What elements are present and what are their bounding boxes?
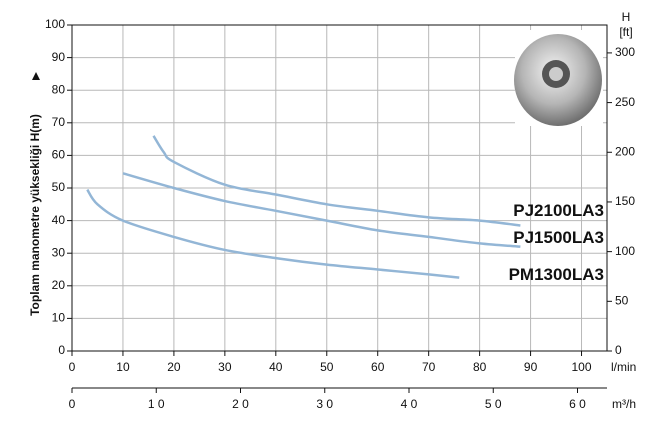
y2-tick-label: 50 (615, 293, 629, 307)
y2-axis-label: H (622, 10, 631, 24)
x-tick-label: 60 (371, 360, 385, 374)
y2-tick-label: 0 (615, 343, 622, 357)
x2-tick-label: 4 0 (401, 397, 418, 411)
y-tick-label: 20 (52, 278, 66, 292)
x2-tick-label: 5 0 (485, 397, 502, 411)
y-tick-label: 40 (52, 213, 66, 227)
x-axis-label: l/min (611, 360, 636, 374)
x-tick-label: 100 (572, 360, 592, 374)
x2-tick-label: 1 0 (148, 397, 165, 411)
x2-tick-label: 2 0 (232, 397, 249, 411)
x2-tick-label: 0 (69, 397, 76, 411)
x-tick-label: 70 (422, 360, 436, 374)
x-tick-label: 40 (269, 360, 283, 374)
y-tick-label: 50 (52, 180, 66, 194)
y2-tick-label: 200 (615, 144, 635, 158)
y-tick-label: 80 (52, 82, 66, 96)
y-tick-label: 90 (52, 50, 66, 64)
x-tick-label: 20 (167, 360, 181, 374)
y-tick-label: 60 (52, 148, 66, 162)
x-tick-label: 30 (218, 360, 232, 374)
series-label: PM1300LA3 (509, 265, 604, 284)
x-tick-label: 0 (69, 360, 76, 374)
y-tick-label: 70 (52, 115, 66, 129)
y2-axis-unit: [ft] (619, 25, 632, 39)
x2-tick-label: 3 0 (316, 397, 333, 411)
y-tick-label: 0 (58, 343, 65, 357)
y2-tick-label: 100 (615, 244, 635, 258)
x-tick-label: 10 (116, 360, 130, 374)
y2-tick-label: 300 (615, 45, 635, 59)
series-label: PJ2100LA3 (513, 201, 604, 220)
y-axis-label: Toplam manometre yüksekliği H(m) (28, 114, 42, 316)
impeller-photo (514, 30, 603, 126)
x2-axis-label: m³/h (612, 397, 636, 411)
x-tick-label: 50 (320, 360, 334, 374)
pump-curve (122, 172, 521, 248)
series-label: PJ1500LA3 (513, 228, 604, 247)
y-tick-label: 100 (45, 17, 65, 31)
pump-curve (86, 188, 460, 279)
y-tick-label: 30 (52, 245, 66, 259)
y-tick-label: 10 (52, 311, 66, 325)
x-tick-label: 90 (524, 360, 538, 374)
pump-curve (152, 135, 521, 227)
y2-tick-label: 250 (615, 95, 635, 109)
x2-tick-label: 6 0 (569, 397, 586, 411)
y-axis-arrow (32, 72, 40, 80)
x-tick-label: 80 (473, 360, 487, 374)
y2-tick-label: 150 (615, 194, 635, 208)
